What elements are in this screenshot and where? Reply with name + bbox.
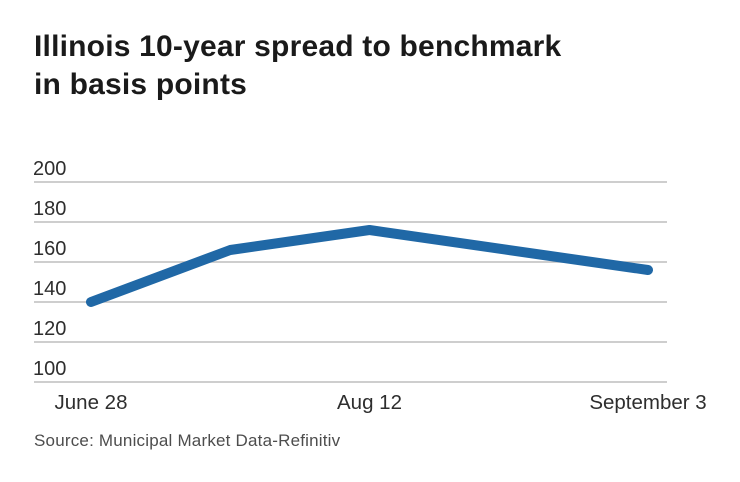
x-axis-tick-label: June 28 (55, 391, 128, 414)
y-axis-tick-label: 200 (33, 158, 66, 180)
chart-title-line2: in basis points (34, 68, 248, 101)
chart-title-line1: Illinois 10-year spread to benchmark (34, 30, 562, 63)
y-axis-tick-label: 100 (33, 358, 66, 380)
y-axis-tick-label: 120 (33, 318, 66, 340)
y-axis-tick-label: 160 (33, 238, 66, 260)
y-axis-tick-label: 180 (33, 198, 66, 220)
x-axis-tick-label: Aug 12 (337, 391, 402, 414)
spread-line (86, 225, 653, 307)
source-caption: Source: Municipal Market Data-Refinitiv (34, 431, 341, 450)
y-axis-tick-label: 140 (33, 278, 66, 300)
x-axis-tick-label: September 3 (589, 391, 706, 414)
chart-title: Illinois 10-year spread to benchmark in … (34, 28, 561, 104)
